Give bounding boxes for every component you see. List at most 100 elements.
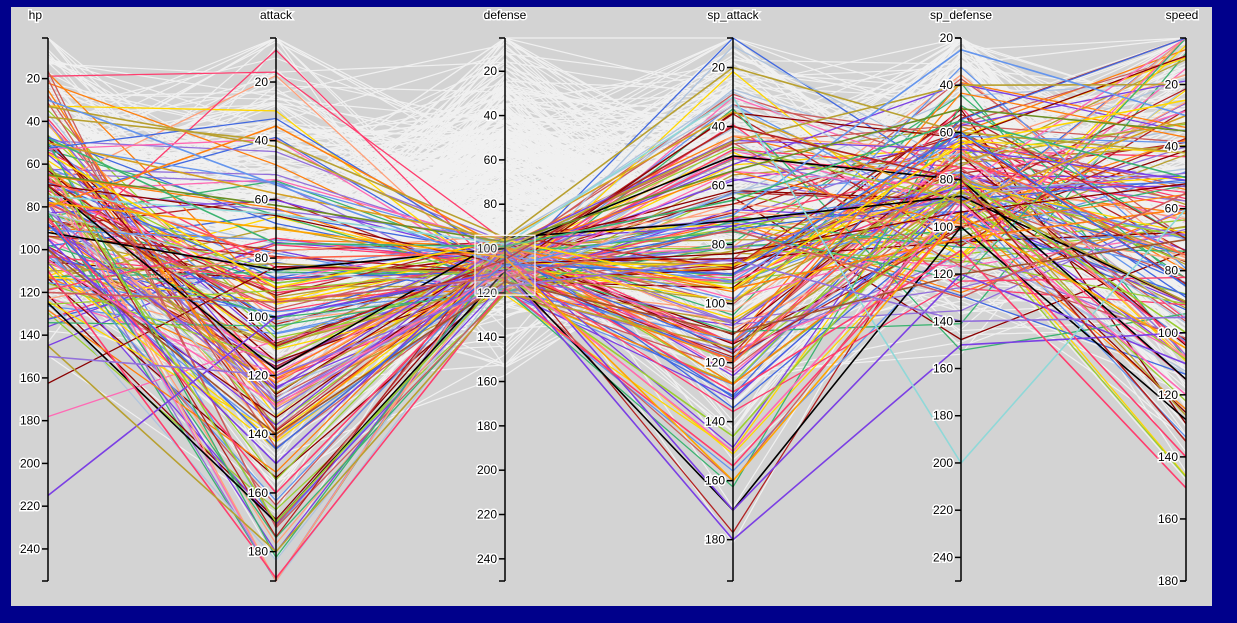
highlighted-line — [47, 202, 1187, 453]
axis-title: attack — [260, 8, 293, 22]
highlighted-line — [47, 107, 1187, 243]
tick-label: 80 — [27, 200, 41, 214]
tick-label: 240 — [20, 542, 40, 556]
highlighted-line — [47, 119, 1187, 248]
tick-label: 160 — [705, 474, 725, 488]
highlighted-line — [47, 48, 1187, 268]
tick-label: 100 — [705, 297, 725, 311]
tick-label: 20 — [712, 61, 726, 75]
tick-label: 200 — [20, 456, 40, 470]
background-line — [47, 37, 1187, 196]
tick-label: 60 — [712, 179, 726, 193]
tick-label: 220 — [20, 499, 40, 513]
tick-label: 20 — [940, 31, 954, 45]
tick-label: 140 — [477, 330, 497, 344]
tick-label: 40 — [940, 78, 954, 92]
highlighted-line — [47, 82, 1187, 294]
axis-attack[interactable]: 20 40 60 80 100 120 140 160 180 attack — [246, 7, 295, 582]
tick-label: 160 — [248, 486, 268, 500]
axis-title: speed — [1166, 8, 1199, 22]
tick-label: 120 — [705, 356, 725, 370]
highlighted-line — [47, 113, 1187, 539]
axis-title: sp_defense — [930, 8, 992, 22]
highlighted-line — [47, 190, 1187, 553]
highlighted-line — [47, 131, 1187, 450]
tick-label: 60 — [27, 157, 41, 171]
highlighted-line — [47, 210, 1187, 403]
axis-title: defense — [484, 8, 527, 22]
highlighted-line — [47, 184, 1187, 371]
highlighted-line — [47, 80, 1187, 554]
highlighted-line — [47, 37, 1187, 351]
tick-label: 40 — [255, 134, 269, 148]
tick-label: 40 — [712, 120, 726, 134]
tick-label: 60 — [484, 153, 498, 167]
highlighted-line — [47, 163, 1187, 524]
highlighted-line — [47, 95, 1187, 465]
highlighted-line — [47, 220, 1187, 319]
tick-label: 180 — [248, 545, 268, 559]
highlighted-line — [47, 125, 1187, 442]
axis-speed[interactable]: 20 40 60 80 100 120 140 160 180 speed — [1156, 7, 1199, 590]
tick-label: 180 — [477, 419, 497, 433]
highlighted-line — [47, 88, 1187, 432]
tick-label: 60 — [940, 125, 954, 139]
tick-label: 80 — [484, 197, 498, 211]
highlighted-line — [47, 81, 1187, 583]
highlighted-line — [47, 37, 1187, 330]
tick-label: 160 — [477, 375, 497, 389]
highlighted-line — [47, 191, 1187, 306]
tick-label: 20 — [484, 64, 498, 78]
highlighted-line — [47, 201, 1187, 482]
axis-sp_defense[interactable]: 20 40 60 80 100 120 140 160 180 200 220 240 sp_defen… — [928, 7, 994, 582]
highlighted-line — [47, 58, 1187, 346]
highlighted-line — [47, 225, 1187, 524]
tick-label: 60 — [1165, 202, 1179, 216]
tick-label: 160 — [20, 371, 40, 385]
axis-title: hp — [29, 8, 43, 22]
tick-label: 140 — [20, 328, 40, 342]
highlighted-line — [47, 104, 1187, 539]
tick-label: 100 — [477, 242, 497, 256]
tick-label: 80 — [1165, 264, 1179, 278]
highlighted-line — [47, 258, 1187, 377]
highlighted-line — [47, 66, 1187, 239]
tick-label: 100 — [933, 220, 953, 234]
tick-label: 20 — [255, 75, 269, 89]
highlighted-lines — [47, 37, 1187, 583]
highlighted-line — [47, 99, 1187, 290]
highlighted-line — [47, 44, 1187, 287]
highlighted-line — [47, 269, 1187, 541]
parallel-coordinates-chart[interactable]: 20 40 60 80 100 120 140 160 180 200 220 240 hp 20 40 60… — [11, 7, 1212, 606]
tick-label: 160 — [933, 362, 953, 376]
highlighted-line — [47, 162, 1187, 583]
axis-title: sp_attack — [707, 8, 759, 22]
tick-label: 220 — [933, 503, 953, 517]
highlighted-line — [47, 37, 1187, 279]
tick-label: 140 — [705, 415, 725, 429]
tick-label: 200 — [477, 463, 497, 477]
axis-hp[interactable]: 20 40 60 80 100 120 140 160 180 200 220 240 hp — [18, 7, 49, 582]
axis-defense[interactable]: 20 40 60 80 100 120 140 160 180 200 220 240 defense — [475, 7, 528, 582]
tick-label: 140 — [933, 314, 953, 328]
highlighted-line — [47, 110, 1187, 241]
tick-label: 120 — [477, 286, 497, 300]
tick-label: 80 — [940, 173, 954, 187]
highlighted-line — [47, 147, 1187, 362]
highlighted-line — [47, 213, 1187, 580]
highlighted-line — [47, 238, 1187, 436]
highlighted-line — [47, 192, 1187, 304]
tick-label: 200 — [933, 456, 953, 470]
axis-sp_attack[interactable]: 20 40 60 80 100 120 140 160 180 sp_attack — [703, 7, 761, 582]
tick-label: 140 — [1158, 450, 1178, 464]
tick-label: 120 — [1158, 388, 1178, 402]
tick-label: 180 — [20, 414, 40, 428]
tick-label: 120 — [933, 267, 953, 281]
brush-selection[interactable] — [474, 234, 536, 296]
tick-label: 60 — [255, 192, 269, 206]
axes: 20 40 60 80 100 120 140 160 180 200 220 240 hp 20 40 60… — [18, 7, 1199, 590]
highlighted-line — [47, 146, 1187, 362]
highlighted-line — [47, 37, 1187, 559]
tick-label: 20 — [27, 72, 41, 86]
tick-label: 240 — [477, 552, 497, 566]
